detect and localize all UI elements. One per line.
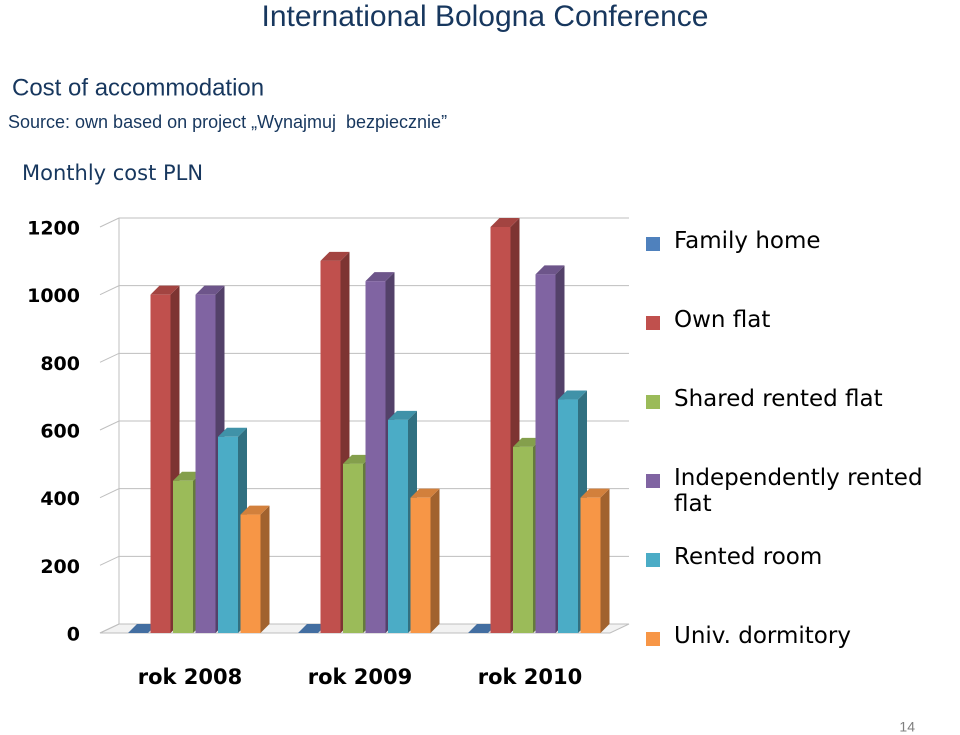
heading: Cost of accommodation <box>12 74 264 101</box>
y-tick-label: 1000 <box>27 285 80 307</box>
legend-entry: Univ. dormitory <box>646 623 936 702</box>
grid-line <box>99 217 629 228</box>
legend-entry: Rented room <box>646 544 936 623</box>
source: Source: own based on project „Wynajmuj b… <box>8 112 447 132</box>
grid-line <box>99 420 629 431</box>
grid-line <box>99 555 629 566</box>
y-axis-label: Monthly cost PLN <box>22 161 203 185</box>
legend-swatch <box>646 553 660 567</box>
bar-top <box>320 251 350 261</box>
bar-top <box>558 390 587 400</box>
legend-swatch <box>646 316 660 330</box>
bar-top <box>580 488 610 498</box>
legend: Family home Own flat Shared rented flat Ind… <box>646 228 936 702</box>
y-tick-label: 400 <box>40 488 80 510</box>
y-tick-label: 0 <box>67 624 80 646</box>
legend-label: Independently rented flat <box>674 465 923 517</box>
bar <box>150 294 171 633</box>
legend-swatch <box>646 237 660 251</box>
bar-top <box>365 272 395 282</box>
x-tick-label: rok 2008 <box>138 665 243 689</box>
y-tick-label: 600 <box>40 421 80 443</box>
bar-top <box>343 454 372 464</box>
bar-top <box>128 624 157 633</box>
bar <box>535 274 556 633</box>
bar <box>513 446 533 633</box>
bar-top <box>298 624 327 633</box>
bar-side <box>260 505 270 633</box>
legend-label: Univ. dormitory <box>674 623 851 649</box>
legend-entry: Independently rented flat <box>646 465 936 544</box>
grid-line <box>99 352 629 363</box>
grid-line <box>99 285 629 296</box>
bar-top <box>535 265 565 275</box>
bar <box>410 497 431 633</box>
grid-line <box>99 623 629 634</box>
bar-side <box>430 488 440 633</box>
grid-line <box>99 488 629 499</box>
x-tick-label: rok 2010 <box>478 665 583 689</box>
bar <box>343 463 363 633</box>
bar-top <box>490 218 520 227</box>
y-tick-label: 800 <box>40 353 80 375</box>
y-tick-label: 1200 <box>27 218 80 240</box>
bar <box>388 419 408 633</box>
slide-title: International Bologna Conference <box>262 0 709 33</box>
bar <box>365 281 386 633</box>
legend-label: Shared rented flat <box>674 386 883 412</box>
legend-entry: Family home <box>646 228 936 307</box>
legend-label: Rented room <box>674 544 823 570</box>
bar <box>558 399 578 633</box>
bar-top <box>173 471 202 481</box>
bar-top <box>150 285 180 295</box>
legend-swatch <box>646 395 660 409</box>
bar-top <box>410 488 440 498</box>
bar <box>195 294 216 633</box>
x-tick-label: rok 2009 <box>308 665 413 689</box>
bar-top <box>218 427 247 437</box>
y-tick-label: 200 <box>40 556 80 578</box>
bar <box>173 480 193 633</box>
bar-top <box>513 437 542 447</box>
bar-top <box>240 505 270 515</box>
bar <box>218 436 238 633</box>
bar <box>320 260 341 633</box>
legend-label: Own flat <box>674 307 771 333</box>
legend-swatch <box>646 632 660 646</box>
page-number: 14 <box>899 719 915 735</box>
bar <box>240 514 261 633</box>
legend-entry: Own flat <box>646 307 936 386</box>
bar-top <box>195 285 225 295</box>
bar <box>490 227 511 633</box>
legend-entry: Shared rented flat <box>646 386 936 465</box>
legend-swatch <box>646 474 660 488</box>
bar <box>580 497 601 633</box>
bar-top <box>388 410 417 420</box>
bar-top <box>468 624 497 633</box>
bar-side <box>600 488 610 633</box>
legend-label: Family home <box>674 228 821 254</box>
